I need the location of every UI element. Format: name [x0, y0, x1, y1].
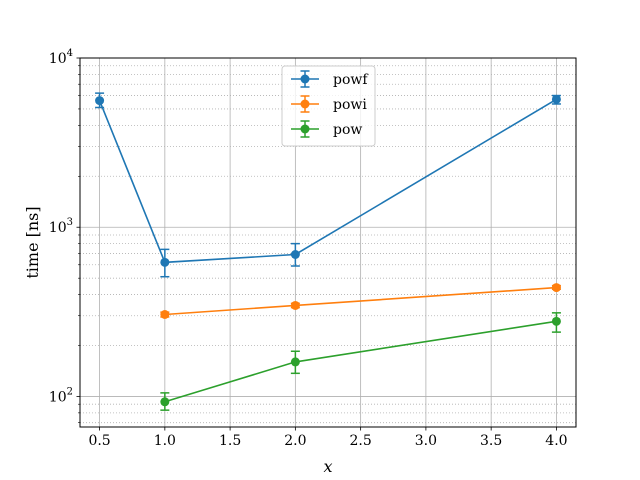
data-point [160, 257, 170, 267]
plot-frame [79, 57, 577, 428]
legend-items: powf powi pow [291, 70, 369, 138]
data-point [160, 310, 170, 320]
x-tick-label: 0.5 [88, 433, 110, 449]
x-tick-label: 2.5 [349, 433, 371, 449]
legend-item-pow: pow [291, 120, 362, 138]
tick-layer: 0.5 1.0 1.5 2.0 2.5 3.0 3.5 4.0 102 103 104 [49, 48, 568, 449]
data-point [95, 96, 105, 106]
data-point [290, 300, 300, 310]
x-tick-label: 1.0 [154, 433, 176, 449]
y-tick-label: 102 [49, 386, 73, 405]
legend: powf powi pow [281, 65, 376, 147]
x-axis-title: x [323, 457, 332, 476]
legend-marker [300, 124, 310, 134]
x-tick-label: 4.0 [545, 433, 567, 449]
y-tick-label: 104 [49, 48, 73, 67]
x-tick-label: 3.5 [480, 433, 502, 449]
data-point [290, 250, 300, 260]
series-pow [160, 312, 561, 411]
data-point [160, 397, 170, 407]
legend-label: powi [333, 97, 367, 113]
y-tick-label: 103 [49, 217, 73, 236]
data-point [551, 316, 561, 326]
x-tick-label: 3.0 [415, 433, 437, 449]
data-point [551, 283, 561, 293]
y-axis-title: time [ns] [23, 206, 42, 278]
legend-marker [300, 99, 310, 109]
legend-item-powf: powf [291, 70, 369, 88]
data-point [290, 357, 300, 367]
legend-marker [300, 74, 310, 84]
series-powf [95, 92, 561, 278]
x-tick-label: 2.0 [284, 433, 306, 449]
legend-label: pow [333, 122, 362, 138]
series-powi [160, 283, 561, 320]
data-point [551, 94, 561, 104]
x-tick-label: 1.5 [219, 433, 241, 449]
legend-item-powi: powi [291, 95, 367, 113]
series-line [98, 98, 557, 264]
legend-label: powf [333, 72, 369, 88]
series-layer [95, 92, 561, 411]
